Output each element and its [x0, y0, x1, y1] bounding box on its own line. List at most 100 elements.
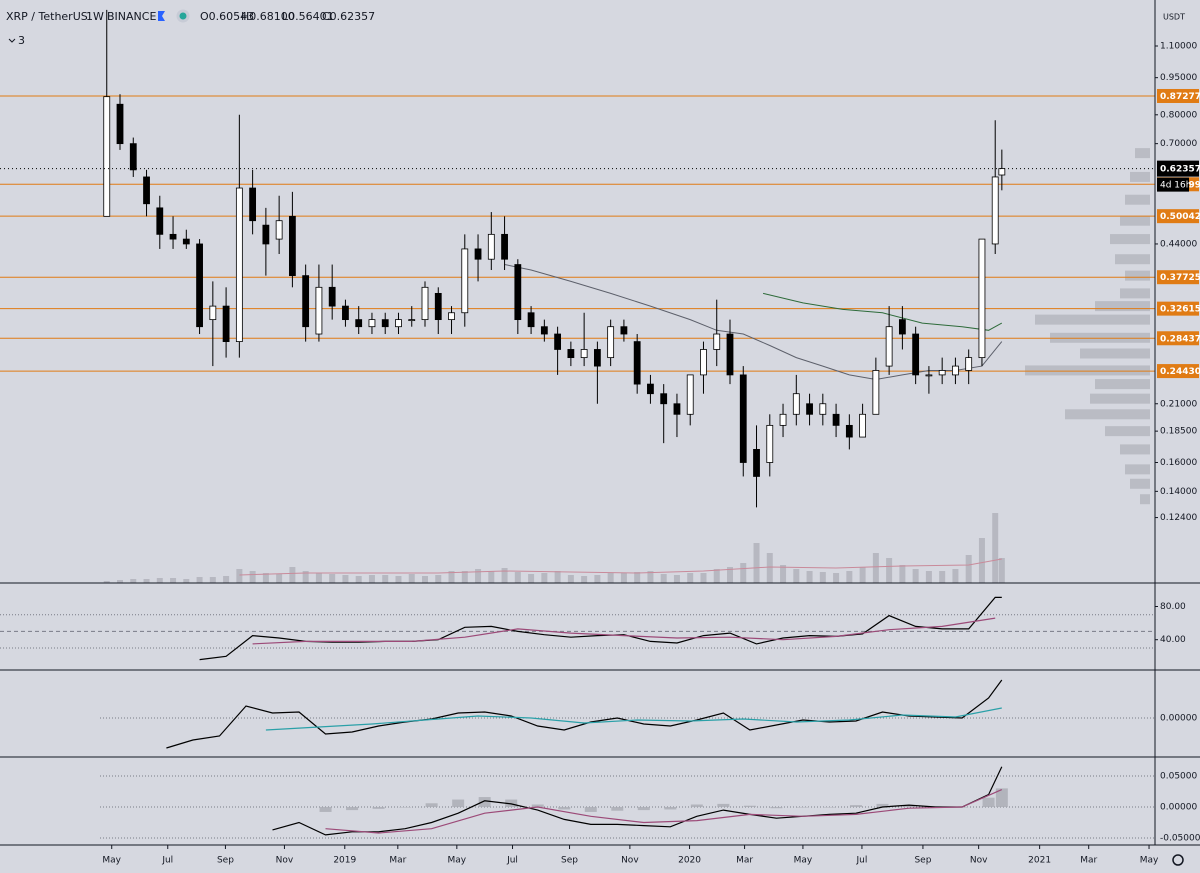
histogram-bar	[717, 803, 730, 807]
candle-body	[395, 319, 402, 328]
candle-body	[434, 292, 442, 321]
volume-profile-bar	[1125, 194, 1150, 205]
volume-bar	[461, 571, 468, 583]
volume-bar	[660, 574, 667, 583]
volume-bar	[899, 565, 906, 583]
candle-body	[421, 286, 429, 321]
histogram-bar	[876, 803, 889, 807]
histogram-bar	[637, 806, 650, 811]
candle-body	[991, 176, 999, 245]
y-tick-label: 0.18500	[1160, 427, 1197, 437]
volume-bar	[528, 574, 535, 583]
y-tick-label: 1.10000	[1160, 41, 1197, 51]
x-tick-label: Jul	[856, 856, 868, 866]
level-label: 0.37725	[1160, 273, 1200, 283]
level-label-box	[1157, 88, 1199, 103]
volume-bar	[753, 543, 760, 583]
y-tick-label: -0.05000	[1160, 833, 1200, 843]
volume-bar	[541, 573, 548, 583]
y-tick-label: 0.12400	[1160, 513, 1197, 523]
histogram-bar	[478, 797, 491, 807]
flag-icon[interactable]	[158, 11, 165, 21]
volume-bar	[395, 576, 402, 583]
level-label: 0.87277	[1160, 92, 1200, 102]
y-tick-label: 0.16000	[1160, 458, 1197, 468]
ohlc-close: C0.62357	[322, 10, 375, 23]
x-tick-label: 2020	[678, 856, 701, 866]
candle-body	[262, 224, 270, 245]
volume-bar	[475, 569, 482, 583]
y-tick-label: 0.00000	[1160, 714, 1197, 724]
candle-body	[275, 220, 283, 240]
collapse-arrow[interactable]	[8, 38, 16, 43]
volume-profile-bar	[1025, 365, 1150, 376]
volume-bar	[607, 573, 614, 583]
x-tick-label: Sep	[561, 856, 578, 866]
volume-profile-bar	[1120, 215, 1150, 226]
candle-body	[209, 305, 217, 321]
y-tick-label: 0.70000	[1160, 139, 1197, 149]
volume-bar	[355, 576, 362, 583]
interval[interactable]: 1W	[86, 10, 104, 23]
histogram-bar	[770, 806, 783, 809]
volume-bar	[209, 577, 216, 583]
volume-bar	[514, 572, 521, 583]
x-tick-label: Mar	[1080, 856, 1097, 866]
candle-body	[673, 403, 681, 415]
candle-body	[965, 357, 973, 371]
volume-bar	[408, 574, 415, 583]
candle-body	[753, 449, 760, 477]
candle-body	[845, 424, 853, 438]
candle-body	[726, 333, 734, 376]
candle-body	[806, 403, 813, 415]
x-tick-label: Jul	[506, 856, 518, 866]
indicator-line	[272, 766, 1003, 836]
volume-bar	[859, 567, 866, 583]
volume-bar	[289, 567, 296, 583]
volume-bar	[793, 569, 800, 583]
indicator-count[interactable]: 3	[18, 34, 25, 47]
volume-bar	[726, 567, 733, 583]
settings-icon[interactable]	[1172, 854, 1184, 866]
candle-body	[925, 374, 933, 377]
volume-bar	[382, 575, 389, 583]
histogram-bar	[558, 806, 571, 810]
last-price-label: 0.62357	[1160, 165, 1200, 175]
candle-body	[885, 326, 893, 367]
candle-body	[647, 383, 654, 395]
volume-bar	[713, 569, 720, 583]
histogram-bar	[531, 804, 544, 807]
volume-profile-bar	[1130, 171, 1150, 182]
volume-profile-bar	[1120, 444, 1150, 455]
candle-body	[408, 319, 416, 322]
x-tick-label: Jul	[161, 856, 173, 866]
ohlc-low: L0.56401	[282, 10, 334, 23]
countdown: 4d 16h	[1160, 181, 1191, 191]
x-tick-label: May	[1140, 856, 1159, 866]
candle-body	[355, 319, 363, 328]
x-tick-label: Nov	[621, 856, 639, 866]
candle-body	[196, 243, 203, 328]
volume-bar	[992, 513, 999, 583]
candle-body	[315, 286, 323, 335]
candle-body	[859, 413, 867, 438]
candle-body	[143, 176, 150, 205]
volume-bar	[315, 573, 322, 583]
level-label-box	[1157, 364, 1199, 379]
candle-body	[288, 215, 296, 277]
volume-bar	[342, 575, 349, 583]
moving-average	[504, 264, 1003, 381]
y-tick-label: 40.00	[1160, 635, 1186, 645]
volume-bar	[740, 563, 747, 583]
x-tick-label: 2021	[1028, 856, 1051, 866]
volume-bar	[647, 571, 654, 583]
volume-bar	[130, 579, 137, 583]
x-tick-label: Sep	[914, 856, 931, 866]
volume-bar	[262, 573, 269, 583]
volume-bar	[223, 576, 230, 583]
volume-profile-bar	[1120, 288, 1150, 299]
candle-body	[978, 238, 986, 359]
histogram-bar	[823, 806, 836, 808]
volume-bar	[766, 553, 773, 583]
